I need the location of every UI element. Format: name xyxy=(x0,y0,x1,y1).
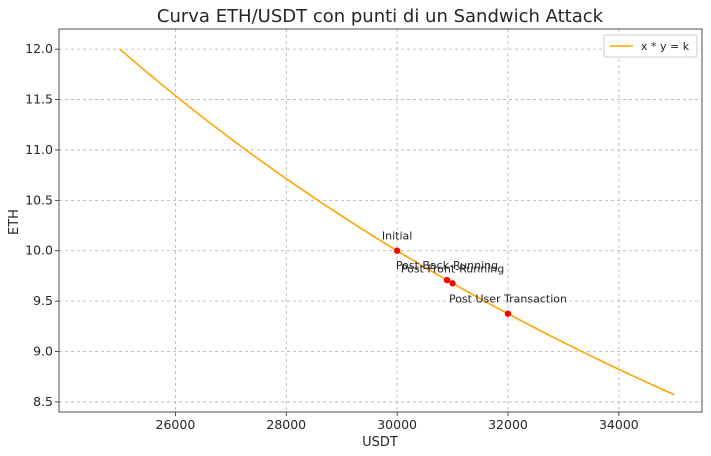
y-tick-label: 9.5 xyxy=(33,293,53,308)
point-annotation: Initial xyxy=(382,230,412,243)
data-point xyxy=(393,247,401,254)
x-tick-label: 32000 xyxy=(488,417,528,432)
point-annotation: Post User Transaction xyxy=(449,293,567,306)
y-tick-label: 11.5 xyxy=(25,92,53,107)
x-tick-label: 26000 xyxy=(156,417,196,432)
y-tick-label: 9.0 xyxy=(33,344,53,359)
legend-box xyxy=(603,34,698,58)
point-annotation: Post Front-Running xyxy=(401,262,504,275)
legend: x * y = k xyxy=(603,34,698,58)
legend-label: x * y = k xyxy=(641,40,690,53)
y-tick-label: 11.0 xyxy=(25,142,53,157)
data-point xyxy=(504,310,512,317)
y-tick-label: 10.5 xyxy=(25,192,53,207)
plot-frame xyxy=(58,28,703,413)
y-tick-label: 8.5 xyxy=(33,394,53,409)
point-annotation: Post Back-Running xyxy=(396,259,498,272)
data-point xyxy=(443,276,451,284)
axes: 26000 28000 30000 32000 34000 8.5 9.0 9.5 10.0 10… xyxy=(25,28,703,432)
grid xyxy=(59,29,702,412)
y-tick-label: 10.0 xyxy=(25,243,53,258)
data-point xyxy=(449,280,456,287)
x-tick-label: 28000 xyxy=(266,417,306,432)
y-tick-label: 12.0 xyxy=(25,41,53,56)
x-tick-label: 30000 xyxy=(377,417,417,432)
points-layer: Initial Post Front-Running Post User Trans… xyxy=(382,230,567,317)
x-tick-label: 34000 xyxy=(599,417,639,432)
chart-title: Curva ETH/USDT con punti di un Sandwich … xyxy=(157,6,604,27)
x-axis-label: USDT xyxy=(362,435,398,450)
y-axis-label: ETH xyxy=(7,209,22,235)
